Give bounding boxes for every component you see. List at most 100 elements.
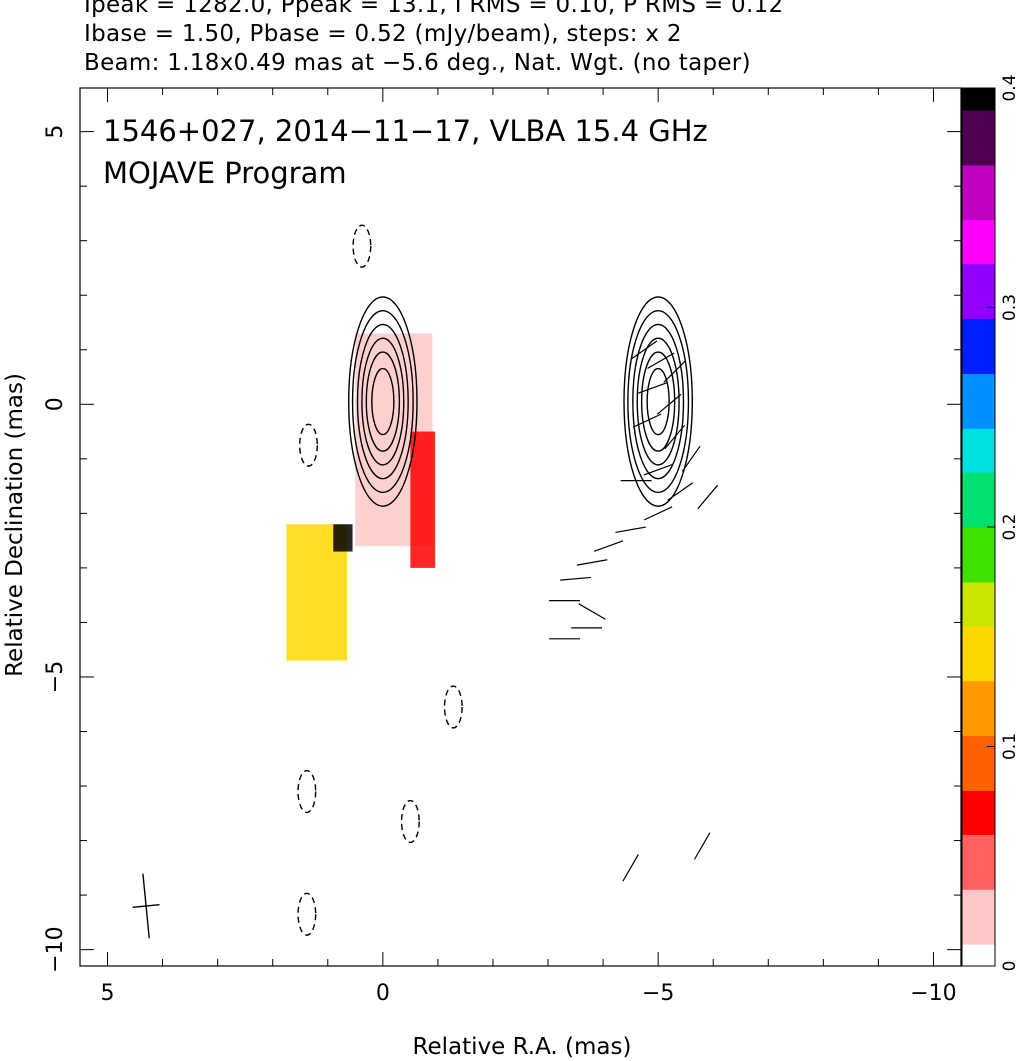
y-tick-label: 5 xyxy=(43,125,68,139)
colorbar-swatch xyxy=(962,614,995,627)
colorbar-tick-label: 0 xyxy=(1000,961,1020,972)
evpa-vector-4 xyxy=(656,393,682,415)
colorbar-swatch xyxy=(962,702,995,715)
evpa-vector-10 xyxy=(667,482,694,501)
intensity-contour-2 xyxy=(361,337,405,466)
y-tick-label: −10 xyxy=(43,926,68,972)
evpa-vector-8 xyxy=(643,463,673,476)
intensity-contour-1 xyxy=(365,351,401,452)
colorbar-swatch xyxy=(962,406,995,418)
colorbar-swatch xyxy=(962,450,995,462)
colorbar-swatch xyxy=(962,768,995,781)
evpa-vector-13 xyxy=(615,526,646,533)
colorbar-swatch xyxy=(962,88,995,100)
intensity-contour-4 xyxy=(351,310,414,494)
colorbar-swatch xyxy=(962,417,995,429)
plot-frame: 5 0 −5 −10 5 0 −5 −10 xyxy=(43,87,962,1006)
chart-title: 1546+027, 2014−11−17, VLBA 15.4 GHz xyxy=(103,114,708,148)
colorbar-swatch xyxy=(962,340,995,352)
colorbar: 0 0.1 0.2 0.3 0.4 xyxy=(961,74,1020,972)
colorbar-swatch xyxy=(962,494,995,506)
colorbar-swatch xyxy=(962,955,995,967)
intensity-contour-5 xyxy=(348,296,418,507)
colorbar-tick-label: 0.3 xyxy=(1000,294,1020,321)
evpa-vector-15 xyxy=(576,559,608,566)
negative-contour-5 xyxy=(297,892,317,936)
y-tick-label: −5 xyxy=(43,661,68,693)
polarization-pixel-layer xyxy=(286,333,436,661)
evpa-vector-12 xyxy=(643,506,673,521)
colorbar-swatch xyxy=(962,439,995,451)
evpa-vector-2 xyxy=(663,360,687,383)
intensity-contours xyxy=(132,224,693,939)
polarization-panel-contour-4 xyxy=(627,310,690,494)
colorbar-swatch xyxy=(962,867,995,879)
colorbar-swatch xyxy=(962,922,995,934)
colorbar-swatch xyxy=(962,570,995,583)
colorbar-swatch xyxy=(962,373,995,385)
plot-border xyxy=(79,87,962,967)
colorbar-swatch xyxy=(962,153,995,166)
x-tick-label: 5 xyxy=(101,981,115,1006)
colorbar-swatch xyxy=(962,516,995,528)
colorbar-swatch xyxy=(962,625,995,638)
colorbar-swatch xyxy=(962,351,995,363)
colorbar-swatch xyxy=(962,801,995,813)
header-line-base: Ibase = 1.50, Pbase = 0.52 (mJy/beam), s… xyxy=(84,21,682,47)
negative-contour-1 xyxy=(352,224,372,268)
polarization-region-east-edge xyxy=(410,431,436,568)
colorbar-swatch xyxy=(962,845,995,857)
colorbar-swatch xyxy=(962,131,995,144)
colorbar-swatch xyxy=(962,483,995,495)
colorbar-swatch xyxy=(962,878,995,890)
colorbar-swatch xyxy=(962,790,995,802)
x-tick-label: −5 xyxy=(642,981,674,1006)
colorbar-swatch xyxy=(962,109,995,122)
evpa-vector-11 xyxy=(697,484,719,510)
colorbar-swatch xyxy=(962,735,995,748)
colorbar-swatch xyxy=(962,505,995,517)
polarization-panel-contour-1 xyxy=(640,351,676,452)
evpa-vector-1 xyxy=(647,352,675,369)
y-axis-title: Relative Declination (mas) xyxy=(2,373,28,677)
colorbar-swatch xyxy=(962,98,995,111)
colorbar-swatch xyxy=(962,120,995,133)
x-tick-label: 0 xyxy=(376,981,390,1006)
colorbar-swatch xyxy=(962,329,995,342)
colorbar-swatch xyxy=(962,274,995,287)
colorbar-swatch xyxy=(962,164,995,177)
evpa-vector-5 xyxy=(632,413,662,428)
evpa-vector-0 xyxy=(631,340,658,360)
colorbar-swatch xyxy=(962,219,995,232)
colorbar-swatch xyxy=(962,384,995,396)
evpa-vector-21 xyxy=(622,854,639,882)
beam-minor-axis xyxy=(132,903,160,909)
colorbar-swatch xyxy=(962,241,995,254)
colorbar-swatch xyxy=(962,746,995,759)
colorbar-swatch xyxy=(962,724,995,737)
intensity-contour-0 xyxy=(371,367,395,436)
colorbar-swatch xyxy=(962,779,995,791)
colorbar-swatch xyxy=(962,680,995,693)
x-axis-title: Relative R.A. (mas) xyxy=(413,1034,632,1060)
colorbar-swatch xyxy=(962,307,995,320)
colorbar-swatch xyxy=(962,252,995,265)
colorbar-swatch xyxy=(962,559,995,572)
colorbar-tick-label: 0.4 xyxy=(1000,74,1020,101)
colorbar-swatch xyxy=(962,197,995,210)
x-tick-label: −10 xyxy=(910,981,956,1006)
colorbar-swatch xyxy=(962,230,995,243)
evpa-vector-14 xyxy=(593,540,624,552)
evpa-vector-16 xyxy=(560,576,591,581)
colorbar-swatch xyxy=(962,669,995,682)
evpa-vector-3 xyxy=(637,382,668,394)
colorbar-swatch xyxy=(962,856,995,868)
evpa-vector-6 xyxy=(664,424,686,450)
y-tick-label: 0 xyxy=(43,397,68,411)
colorbar-swatch xyxy=(962,944,995,956)
colorbar-swatch xyxy=(962,592,995,605)
negative-contour-3 xyxy=(297,769,317,814)
colorbar-swatch xyxy=(962,362,995,374)
colorbar-tick-label: 0.1 xyxy=(1000,733,1020,760)
